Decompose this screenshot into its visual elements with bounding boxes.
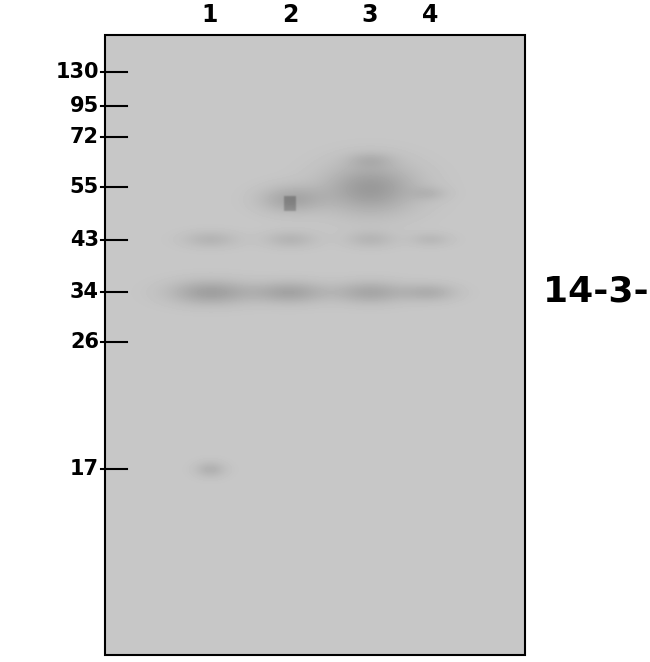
- Text: 72: 72: [70, 127, 99, 148]
- Text: 55: 55: [70, 177, 99, 197]
- Text: 26: 26: [70, 332, 99, 352]
- Text: 3: 3: [362, 3, 378, 27]
- Bar: [105, 35, 525, 655]
- Text: 4: 4: [422, 3, 438, 27]
- Text: 17: 17: [70, 459, 99, 479]
- Text: 2: 2: [282, 3, 298, 27]
- Text: 1: 1: [202, 3, 218, 27]
- Text: 34: 34: [70, 282, 99, 303]
- Text: 95: 95: [70, 96, 99, 117]
- Text: 43: 43: [70, 230, 99, 250]
- Text: 130: 130: [55, 62, 99, 82]
- Text: 14-3-3 η: 14-3-3 η: [543, 275, 650, 309]
